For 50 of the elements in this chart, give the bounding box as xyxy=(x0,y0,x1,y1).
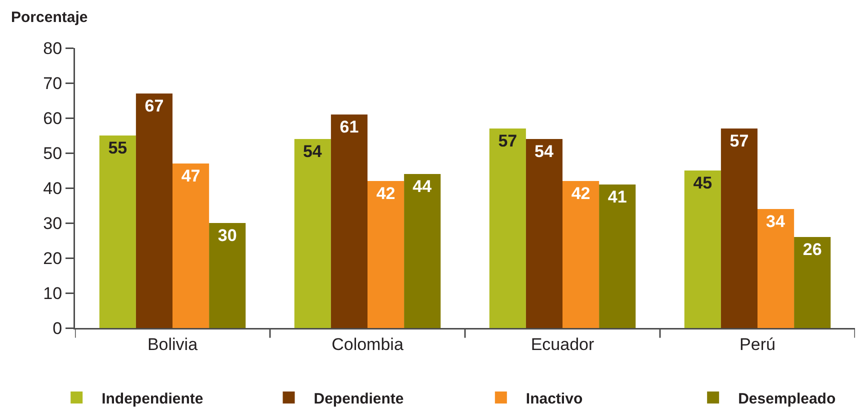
data-label: 57 xyxy=(498,132,518,150)
data-label: 47 xyxy=(181,166,200,186)
bar xyxy=(368,181,404,328)
y-tick-label: 30 xyxy=(43,214,62,233)
bar xyxy=(758,209,794,328)
data-label: 26 xyxy=(802,240,822,259)
bar xyxy=(294,139,331,328)
y-tick-label: 40 xyxy=(43,178,62,198)
y-tick-label: 80 xyxy=(43,38,62,58)
legend-label: Dependiente xyxy=(314,390,404,408)
data-label: 44 xyxy=(412,177,432,196)
y-tick-label: 50 xyxy=(43,144,62,163)
y-tick-label: 60 xyxy=(43,108,62,128)
bar xyxy=(404,174,441,328)
data-label: 42 xyxy=(571,184,590,203)
data-label: 30 xyxy=(218,226,237,245)
legend-label: Independiente xyxy=(102,390,204,408)
x-tick-label: Perú xyxy=(740,334,776,354)
data-label: 42 xyxy=(376,184,396,203)
data-label: 67 xyxy=(144,96,164,116)
y-tick-label: 70 xyxy=(43,74,62,93)
x-tick-label: Ecuador xyxy=(530,334,594,354)
data-label: 54 xyxy=(534,142,554,161)
legend-label: Inactivo xyxy=(526,390,583,408)
data-label: 45 xyxy=(693,174,712,192)
bar xyxy=(209,223,246,328)
bar xyxy=(489,128,526,328)
x-tick-label: Bolivia xyxy=(147,334,198,354)
bar xyxy=(684,170,721,328)
y-tick-label: 10 xyxy=(43,284,62,303)
bar xyxy=(720,128,758,328)
data-label: 54 xyxy=(302,142,322,161)
data-label: 41 xyxy=(608,188,627,206)
bar xyxy=(794,237,831,328)
y-tick-label: 0 xyxy=(52,318,62,338)
data-label: 34 xyxy=(766,212,786,231)
data-label: 57 xyxy=(730,132,749,150)
bar xyxy=(136,94,172,328)
bar xyxy=(526,139,562,328)
x-tick-label: Colombia xyxy=(332,334,404,354)
y-tick-label: 20 xyxy=(43,248,62,268)
bar xyxy=(599,184,636,328)
legend-label: Desempleado xyxy=(738,390,836,408)
bar xyxy=(562,181,600,328)
y-axis-title: Porcentaje xyxy=(11,9,88,26)
bar xyxy=(99,136,136,328)
data-label: 61 xyxy=(340,118,359,136)
bar xyxy=(330,114,368,328)
bar xyxy=(172,164,210,328)
data-label: 55 xyxy=(108,138,128,158)
